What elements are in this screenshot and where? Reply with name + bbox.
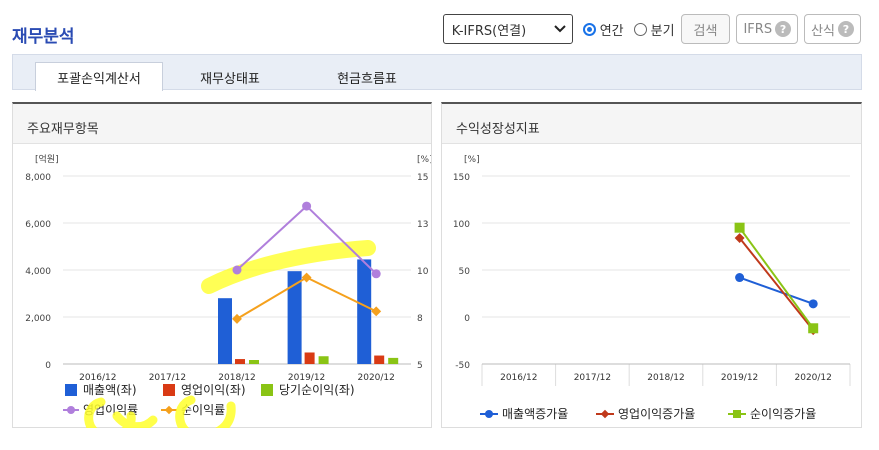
y-tick-label: -50 [455,361,470,371]
line-point [735,273,745,283]
growth-chart: [%] 150 100 50 0 -50 2016/12 2017/12 2018/12 2019… [453,155,851,421]
bar [318,356,329,364]
formula-button[interactable]: 산식 ? [804,14,861,44]
statement-tabs: 포괄손익계산서 재무상태표 현금흐름표 [12,54,862,91]
legend-swatch [163,384,175,396]
legend-label: 영업이익(좌) [181,383,246,397]
legend-marker [485,410,493,418]
y-right-tick-label: 10 [417,267,429,277]
line-point [734,222,745,233]
bar [388,357,399,364]
help-icon: ? [775,21,792,37]
tab-balance-sheet[interactable]: 재무상태표 [200,71,260,87]
series-line [738,237,814,331]
page-title: 재무분석 [12,27,75,47]
bar [249,360,259,364]
x-tick-label: 2019/12 [721,373,758,383]
x-tick-label: 2017/12 [149,373,186,383]
select-value: K-IFRS(연결) [451,23,527,39]
y-unit: [%] [464,155,480,165]
line-point [301,272,312,283]
radio-quarter-label: 분기 [650,23,675,39]
y-tick-label: 100 [453,220,470,230]
x-tick-label: 2018/12 [218,373,255,383]
accounting-standard-select[interactable]: K-IFRS(연결) [442,14,573,44]
tab-income-statement[interactable]: 포괄손익계산서 [35,62,163,91]
tab-cash-flow[interactable]: 현금흐름표 [337,71,397,87]
legend-marker [733,410,741,418]
x-tick-label: 2020/12 [358,373,395,383]
line-point [371,269,381,279]
highlighter-stroke [201,240,376,294]
y-left-tick-label: 2,000 [25,314,51,324]
y-left-tick-label: 6,000 [25,220,51,230]
radio-annual[interactable]: 연간 [582,20,624,39]
ifrs-button[interactable]: IFRS ? [736,14,799,44]
legend-label: 영업이익증가율 [618,407,695,421]
x-tick-label: 2017/12 [574,373,611,383]
y-right-tick-label: 15 [417,173,428,183]
panel-title: 주요재무항목 [13,104,431,144]
y-left-unit: [억원] [35,153,59,165]
panel-title: 수익성장성지표 [442,104,861,144]
line-point [808,299,818,309]
x-tick-label: 2018/12 [647,373,684,383]
bar [304,352,315,364]
legend-label: 당기순이익(좌) [279,383,355,397]
line-point [371,306,382,317]
x-tick-label: 2016/12 [79,373,116,383]
legend-label: 순이익률 [181,403,225,417]
x-tick-label: 2020/12 [795,373,832,383]
y-right-unit: [%] [417,155,431,165]
y-left-tick-label: 0 [45,361,51,371]
radio-unchecked-icon [633,22,647,36]
radio-quarter[interactable]: 분기 [633,20,675,39]
x-tick-label: 2016/12 [500,373,537,383]
line-point [808,323,819,334]
chevron-down-icon [553,22,566,37]
y-left-tick-label: 8,000 [25,173,51,183]
series-line [738,227,815,329]
legend-marker [600,409,610,419]
panel-key-financials: 주요재무항목 [억원] [%] 8,000 6,000 4,000 2,000 0 15 13 1… [12,102,433,441]
help-icon: ? [838,21,854,37]
y-tick-label: 150 [453,173,470,183]
legend-label: 매출액(좌) [83,383,137,397]
panel-profitability-growth: 수익성장성지표 [%] 150 100 50 0 -50 2016/12 2017/12 201… [441,102,862,428]
line-point [302,201,312,211]
key-financials-chart: [억원] [%] 8,000 6,000 4,000 2,000 0 15 13 10 8 5 2016… [25,153,433,441]
y-tick-label: 50 [459,267,471,277]
line-point [232,265,242,275]
radio-checked-icon [582,22,596,36]
bar [357,259,372,364]
y-left-tick-label: 4,000 [25,267,51,277]
radio-annual-label: 연간 [599,23,624,39]
legend-marker [164,405,174,415]
legend-swatch [261,384,273,396]
bar [287,271,302,364]
y-right-tick-label: 8 [417,314,423,324]
line-point [232,313,242,324]
ifrs-label: IFRS [743,21,773,37]
series-line [739,276,814,305]
bar [374,355,385,364]
y-tick-label: 0 [464,314,470,324]
search-button[interactable]: 검색 [680,14,731,44]
legend-label: 매출액증가율 [502,407,568,421]
legend-marker [67,406,75,414]
formula-label: 산식 [811,23,835,39]
legend-swatch [65,384,77,396]
y-right-tick-label: 13 [417,220,428,230]
bar [218,298,232,364]
x-tick-label: 2019/12 [288,373,325,383]
series-line [236,276,377,320]
y-right-tick-label: 5 [417,361,423,371]
bar [235,359,245,364]
controls-bar: K-IFRS(연결) 연간 분기 검색 IFRS ? 산식 ? [442,14,861,44]
legend-label: 순이익증가율 [750,407,816,421]
